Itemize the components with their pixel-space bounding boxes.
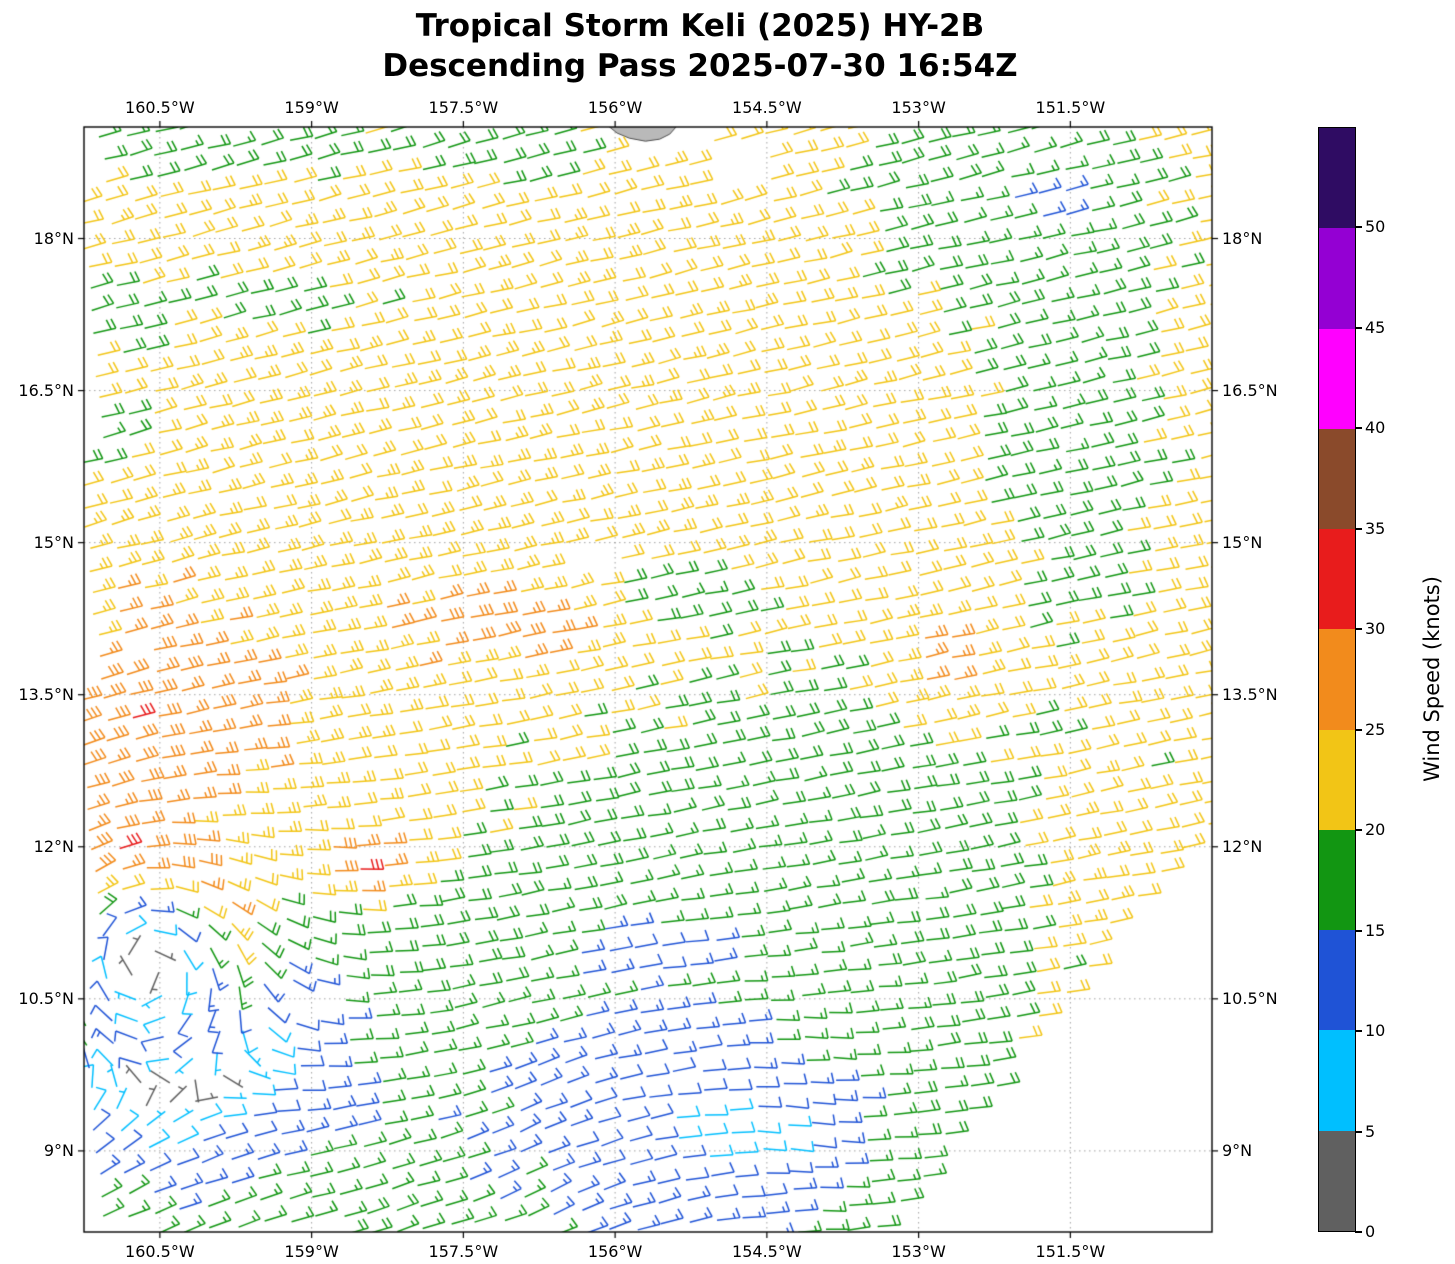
y-axis-tick-label-left: 10.5°N (18, 988, 74, 1008)
y-axis-tick-label-right: 18°N (1222, 228, 1263, 248)
colorbar-tick-label: 20 (1365, 820, 1386, 840)
colorbar-tick (1355, 527, 1362, 530)
x-axis-tick-label-top: 157.5°W (428, 98, 499, 117)
colorbar-band (1319, 829, 1355, 931)
x-axis-tick-label-top: 154.5°W (732, 98, 802, 117)
colorbar-band (1319, 428, 1355, 530)
y-axis-tick-label-right: 13.5°N (1222, 684, 1278, 704)
colorbar-band (1319, 1030, 1355, 1131)
colorbar-band (1319, 128, 1355, 229)
colorbar-tick (1355, 929, 1362, 932)
y-axis-tick-label-right: 16.5°N (1222, 380, 1278, 400)
x-axis-tick-label-top: 160.5°W (125, 98, 195, 117)
colorbar-band (1319, 1130, 1355, 1231)
colorbar-band (1319, 529, 1355, 630)
x-axis-tick-label-top: 159°W (284, 98, 339, 117)
y-axis-tick-label-left: 16.5°N (18, 380, 74, 400)
colorbar-band (1319, 328, 1355, 429)
x-axis-tick-label-bottom: 157.5°W (428, 1242, 499, 1261)
colorbar-tick-label: 15 (1365, 920, 1386, 940)
colorbar-tick-label: 0 (1365, 1222, 1376, 1241)
x-axis-tick-label-bottom: 159°W (284, 1242, 339, 1261)
x-axis-tick-label-top: 156°W (587, 98, 643, 117)
x-axis-tick-label-bottom: 151.5°W (1035, 1242, 1106, 1261)
colorbar-tick-label: 45 (1365, 317, 1386, 337)
x-axis-tick-label-top: 153°W (891, 98, 946, 117)
colorbar (1318, 127, 1356, 1232)
colorbar-tick (1355, 1130, 1362, 1133)
colorbar-tick-label: 30 (1365, 619, 1386, 639)
colorbar-tick (1355, 226, 1362, 229)
x-axis-tick-label-top: 151.5°W (1035, 98, 1106, 117)
colorbar-tick-label: 25 (1365, 719, 1386, 739)
colorbar-tick (1355, 427, 1362, 430)
colorbar-tick-label: 5 (1365, 1121, 1376, 1141)
y-axis-tick-label-left: 13.5°N (18, 684, 74, 704)
x-axis-tick-label-bottom: 160.5°W (125, 1242, 195, 1261)
y-axis-tick-label-left: 9°N (43, 1140, 74, 1160)
y-axis-tick-label-right: 12°N (1222, 836, 1263, 856)
colorbar-tick-label: 35 (1365, 518, 1386, 538)
colorbar-tick-label: 40 (1365, 418, 1386, 438)
y-axis-tick-label-right: 10.5°N (1222, 988, 1278, 1008)
colorbar-tick (1355, 326, 1362, 329)
colorbar-tick-label: 10 (1365, 1021, 1386, 1041)
colorbar-band (1319, 629, 1355, 730)
y-axis-tick-label-right: 9°N (1222, 1140, 1253, 1160)
colorbar-tick (1355, 1030, 1362, 1033)
colorbar-tick (1355, 728, 1362, 731)
colorbar-tick (1355, 829, 1362, 832)
y-axis-tick-label-left: 15°N (33, 532, 74, 552)
colorbar-tick-label: 50 (1365, 217, 1386, 237)
colorbar-band (1319, 729, 1355, 830)
colorbar-tick (1355, 628, 1362, 631)
colorbar-band (1319, 930, 1355, 1031)
colorbar-label: Wind Speed (knots) (1420, 576, 1444, 782)
x-axis-tick-label-bottom: 154.5°W (732, 1242, 802, 1261)
y-axis-tick-label-left: 12°N (33, 836, 74, 856)
colorbar-tick (1355, 1231, 1362, 1233)
x-axis-tick-label-bottom: 153°W (891, 1242, 946, 1261)
colorbar-band (1319, 228, 1355, 329)
y-axis-tick-label-right: 15°N (1222, 532, 1263, 552)
y-axis-tick-label-left: 18°N (33, 228, 74, 248)
x-axis-tick-label-bottom: 156°W (587, 1242, 643, 1261)
